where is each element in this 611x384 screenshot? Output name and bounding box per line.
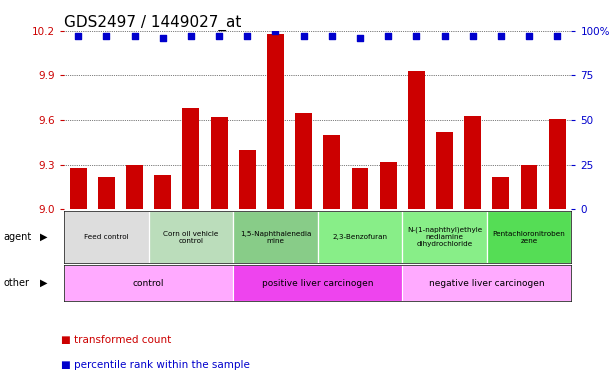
Text: Corn oil vehicle
control: Corn oil vehicle control [163,231,219,243]
Text: negative liver carcinogen: negative liver carcinogen [429,279,544,288]
Text: Feed control: Feed control [84,234,129,240]
Text: ■ percentile rank within the sample: ■ percentile rank within the sample [61,360,250,370]
Point [327,33,337,39]
Bar [98,177,115,209]
Point [299,33,309,39]
Point [383,33,393,39]
Point [440,33,450,39]
Point [73,33,83,39]
Point [271,28,280,34]
Text: positive liver carcinogen: positive liver carcinogen [262,279,373,288]
Bar [436,132,453,209]
Text: GDS2497 / 1449027_at: GDS2497 / 1449027_at [64,15,241,31]
Text: N-(1-naphthyl)ethyle
nediamine
dihydrochloride: N-(1-naphthyl)ethyle nediamine dihydroch… [407,227,482,247]
Point [355,35,365,41]
Point [468,33,478,39]
Bar [233,265,402,301]
Point [524,33,534,39]
Text: other: other [3,278,29,288]
Bar [126,165,143,209]
Bar [521,165,538,209]
Bar [402,265,571,301]
Bar [211,117,227,209]
Text: control: control [133,279,164,288]
Bar [183,108,199,209]
Bar [295,113,312,209]
Bar [379,162,397,209]
Bar [239,150,256,209]
Point [552,33,562,39]
Text: ■ transformed count: ■ transformed count [61,335,171,345]
Bar [402,211,487,263]
Bar [148,211,233,263]
Text: agent: agent [3,232,31,242]
Bar [487,211,571,263]
Bar [464,116,481,209]
Bar [408,71,425,209]
Bar [323,135,340,209]
Point [101,33,111,39]
Point [214,33,224,39]
Bar [155,175,171,209]
Bar [549,119,566,209]
Text: 2,3-Benzofuran: 2,3-Benzofuran [332,234,387,240]
Bar [70,168,87,209]
Text: ▶: ▶ [40,232,47,242]
Point [411,33,421,39]
Point [158,35,167,41]
Point [130,33,139,39]
Bar [64,211,148,263]
Bar [267,34,284,209]
Point [496,33,506,39]
Text: ▶: ▶ [40,278,47,288]
Point [243,33,252,39]
Bar [318,211,402,263]
Bar [233,211,318,263]
Text: Pentachloronitroben
zene: Pentachloronitroben zene [492,231,565,243]
Point [186,33,196,39]
Text: 1,5-Naphthalenedia
mine: 1,5-Naphthalenedia mine [240,231,311,243]
Bar [492,177,510,209]
Bar [64,265,233,301]
Bar [351,168,368,209]
